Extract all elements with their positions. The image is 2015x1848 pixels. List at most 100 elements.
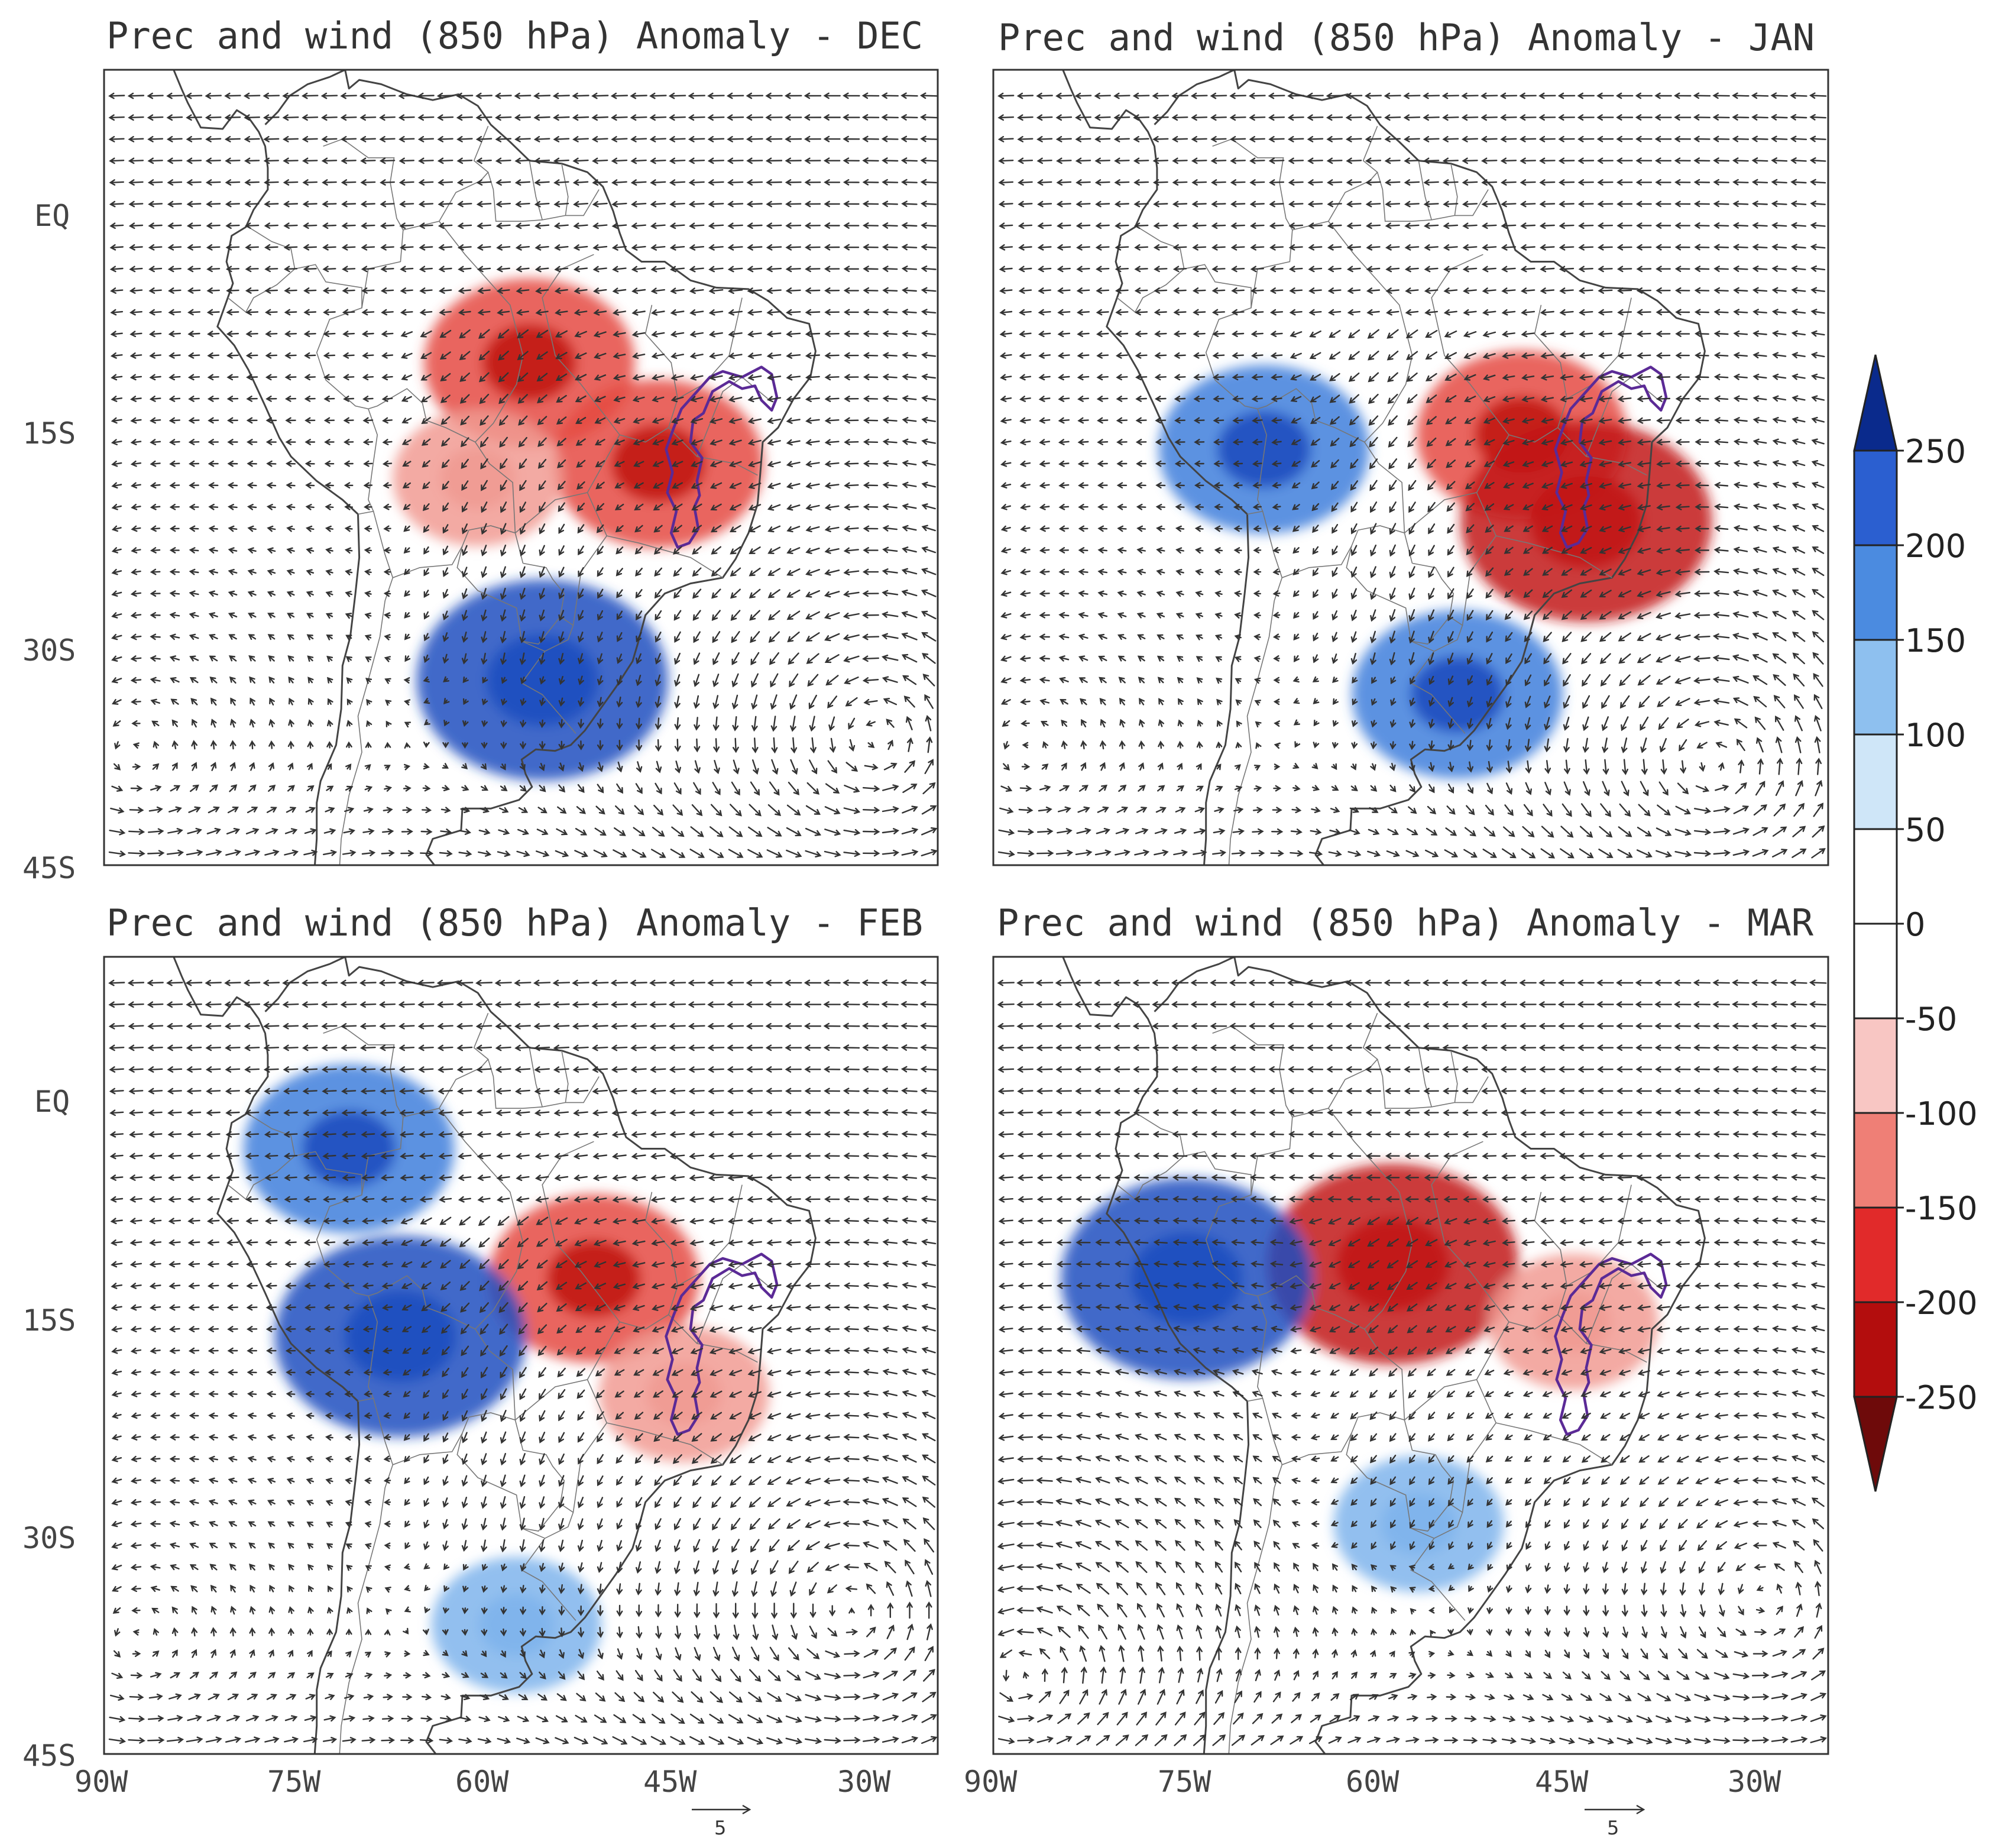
wind-vector (1694, 547, 1709, 554)
wind-vector (534, 1174, 549, 1182)
wind-vector (1039, 785, 1051, 791)
wind-vector (499, 1345, 508, 1357)
wind-vector (921, 417, 936, 423)
wind-vector (420, 1260, 432, 1268)
wind-vector (1331, 502, 1339, 512)
wind-vector (924, 694, 934, 709)
wind-vector (481, 1453, 487, 1465)
wind-vector (1640, 781, 1649, 797)
wind-vector (727, 1196, 743, 1203)
wind-vector (306, 591, 314, 597)
wind-vector (824, 331, 840, 337)
wind-vector (1773, 871, 1787, 878)
wind-vector (1693, 612, 1711, 619)
wind-vector (1133, 157, 1149, 164)
wind-vector (1097, 417, 1109, 424)
wind-vector (1428, 697, 1435, 707)
wind-vector (304, 828, 317, 834)
wind-vector (630, 1109, 647, 1116)
wind-vector (712, 1517, 721, 1531)
wind-vector (210, 1649, 217, 1658)
wind-vector (1539, 179, 1556, 186)
wind-vector (419, 1131, 433, 1138)
wind-vector (1597, 200, 1614, 208)
wind-vector (1790, 114, 1807, 121)
wind-vector (1000, 590, 1012, 597)
wind-vector (1176, 655, 1184, 662)
wind-vector (1674, 828, 1692, 836)
wind-vector (440, 416, 451, 425)
wind-vector (1308, 287, 1322, 294)
wind-vector (633, 1692, 645, 1703)
wind-vector (187, 1759, 202, 1764)
wind-vector (1099, 784, 1108, 792)
wind-vector (1539, 200, 1556, 208)
country-border (227, 226, 296, 313)
wind-vector (766, 1737, 783, 1745)
wind-vector (1346, 200, 1362, 208)
wind-vector (1172, 266, 1187, 273)
wind-vector (1134, 244, 1149, 251)
wind-vector (1251, 872, 1264, 877)
wind-vector (1563, 738, 1570, 753)
wind-vector (596, 524, 604, 533)
wind-vector (516, 1760, 530, 1765)
wind-vector (1693, 699, 1711, 705)
wind-vector (747, 1736, 764, 1745)
wind-vector (383, 525, 391, 532)
wind-vector (1426, 437, 1437, 447)
wind-vector (461, 1475, 468, 1487)
wind-vector (516, 1737, 530, 1745)
wind-vector (747, 1218, 763, 1225)
wind-vector (1174, 828, 1187, 834)
wind-vector (731, 694, 738, 710)
wind-vector (229, 676, 237, 684)
wind-vector (1313, 632, 1319, 642)
wind-vector (731, 673, 739, 688)
wind-vector (1196, 763, 1202, 770)
wind-vector (1370, 785, 1378, 792)
wind-vector (1713, 331, 1729, 337)
wind-vector (186, 1109, 202, 1116)
wind-vector (1732, 114, 1750, 121)
wind-vector (1425, 872, 1439, 879)
wind-vector (592, 1174, 607, 1182)
wind-vector (823, 1001, 841, 1008)
wind-vector (730, 1517, 741, 1530)
wind-vector (824, 1737, 842, 1744)
wind-vector (404, 633, 411, 640)
wind-vector (824, 309, 840, 316)
wind-vector (130, 1542, 142, 1549)
wind-vector (998, 179, 1014, 186)
wind-vector (1541, 871, 1554, 879)
wind-vector (284, 395, 297, 402)
wind-vector (1752, 438, 1767, 445)
wind-vector (534, 1131, 549, 1138)
wind-vector (385, 700, 392, 706)
wind-vector (1597, 244, 1613, 251)
wind-vector (1538, 114, 1556, 121)
wind-vector (111, 1542, 122, 1549)
wind-vector (809, 1582, 817, 1596)
wind-vector (1561, 589, 1572, 598)
wind-vector (652, 1714, 666, 1724)
wind-vector (1094, 92, 1111, 99)
wind-vector (843, 1066, 860, 1073)
country-border (372, 511, 516, 578)
wind-vector (577, 1410, 585, 1421)
wind-vector (112, 698, 122, 705)
wind-vector (669, 1174, 685, 1182)
wind-vector (245, 266, 259, 273)
wind-vector (577, 1475, 584, 1487)
country-border (1557, 427, 1647, 476)
wind-vector (1307, 114, 1324, 121)
wind-vector (167, 1088, 182, 1095)
wind-vector (498, 1716, 510, 1723)
wind-vector (461, 1453, 468, 1465)
wind-vector (555, 1715, 568, 1723)
wind-vector (519, 1453, 526, 1466)
wind-vector (1656, 526, 1670, 532)
wind-vector (421, 1694, 432, 1701)
wind-vector (363, 1369, 373, 1376)
wind-vector (285, 1304, 296, 1311)
